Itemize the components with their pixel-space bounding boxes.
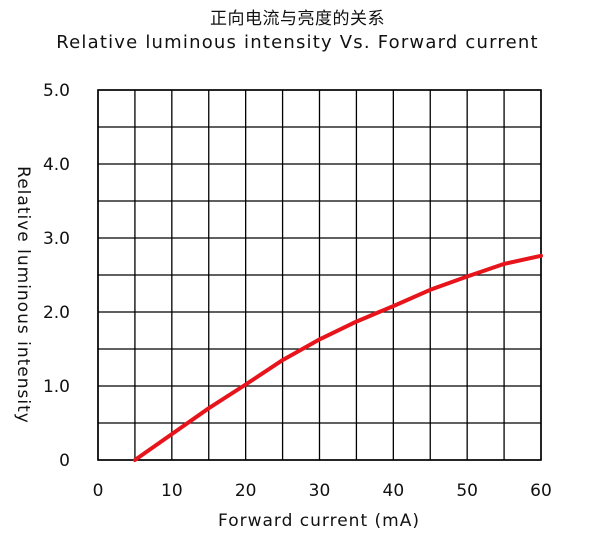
x-tick-label: 30 [309, 481, 331, 501]
x-tick-label: 20 [235, 481, 257, 501]
x-tick-label: 40 [383, 481, 405, 501]
x-tick-label: 0 [93, 481, 104, 501]
y-tick-label: 5.0 [43, 81, 70, 101]
y-axis-label: Relative luminous intensity [13, 166, 33, 424]
y-tick-label: 1.0 [43, 377, 70, 397]
chart-title: Relative luminous intensity Vs. Forward … [56, 32, 539, 53]
series-layer [132, 253, 543, 462]
y-tick-label: 4.0 [43, 155, 70, 175]
y-tick-labels: 0 1.0 2.0 3.0 4.0 5.0 [43, 81, 70, 471]
y-tick-label: 3.0 [43, 229, 70, 249]
x-tick-label: 60 [530, 481, 552, 501]
series-line [132, 253, 543, 462]
y-tick-label: 0 [59, 451, 70, 471]
chart-title-chinese: 正向电流与亮度的关系 [210, 9, 385, 29]
y-tick-label: 2.0 [43, 303, 70, 323]
x-tick-labels: 0 10 20 30 40 50 60 [93, 481, 552, 501]
x-tick-label: 10 [161, 481, 183, 501]
plot-frame [97, 89, 542, 461]
x-axis-label: Forward current (mA) [218, 511, 420, 531]
x-tick-label: 50 [456, 481, 478, 501]
